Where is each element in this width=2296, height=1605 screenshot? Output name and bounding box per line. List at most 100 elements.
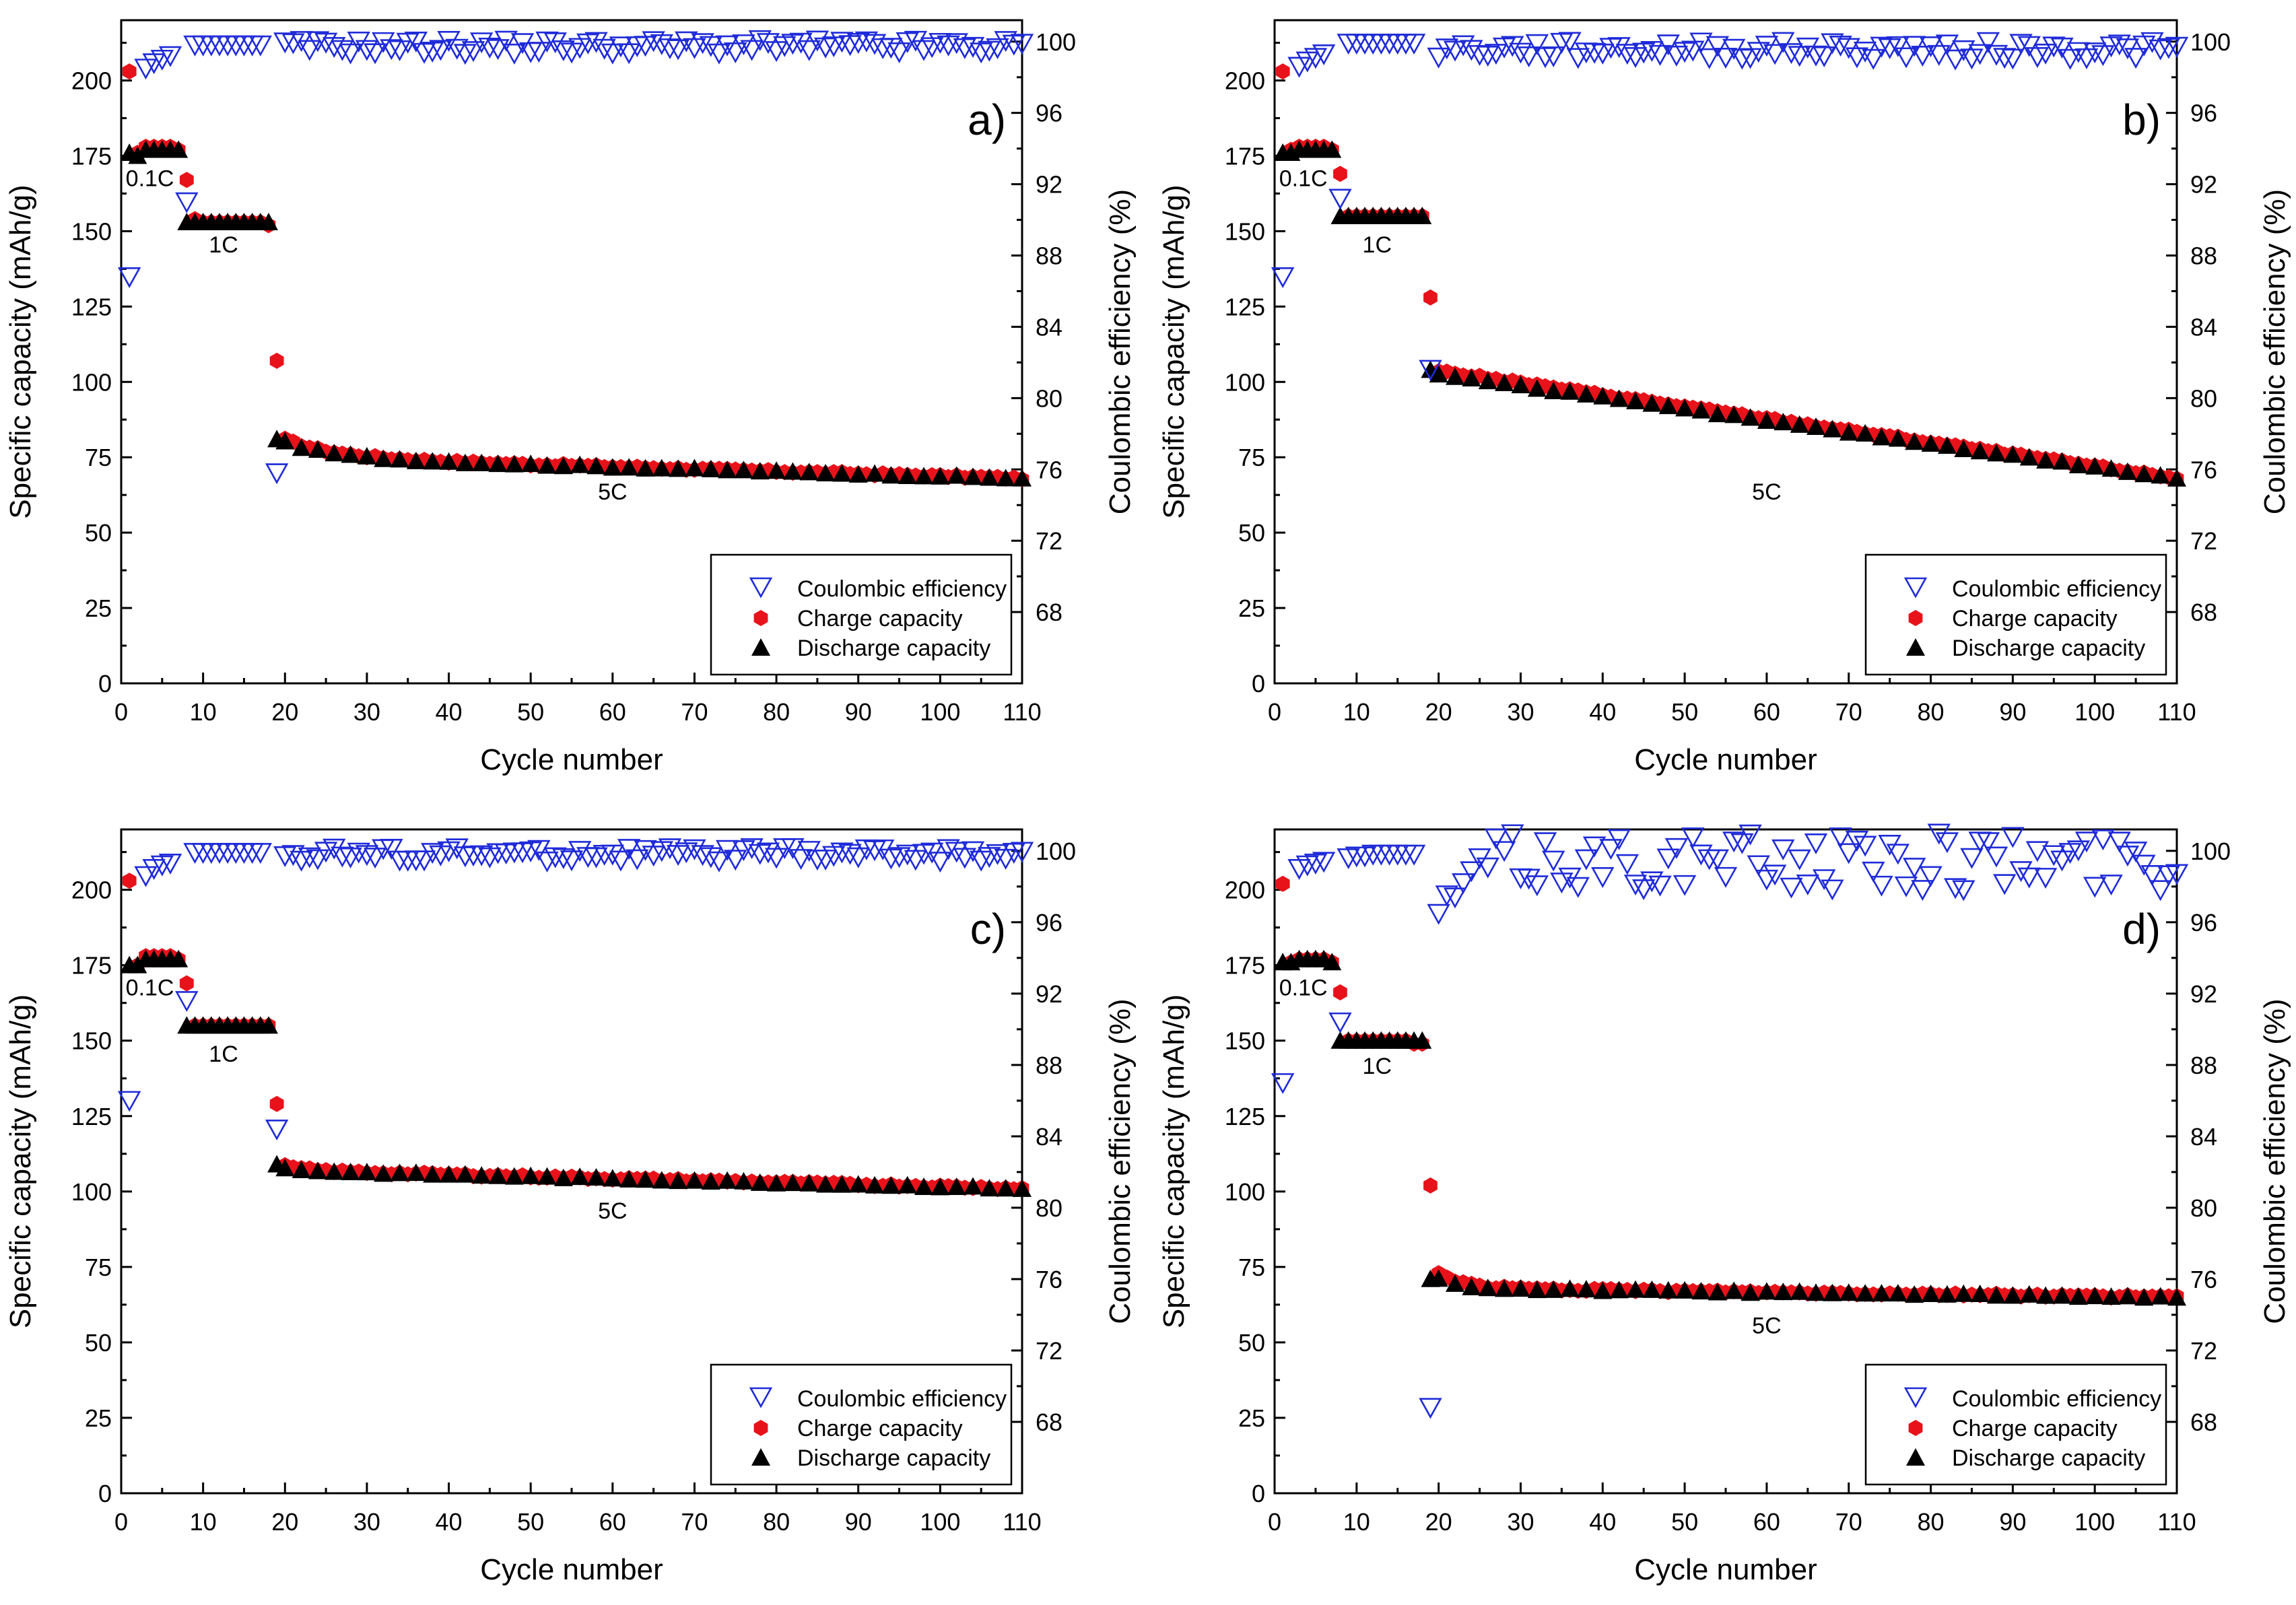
ce-point [781,34,805,55]
y-tick-label: 75 [85,444,112,471]
discharge-point [964,467,983,485]
ce-point [1943,49,1967,71]
ce-point [1886,36,1910,57]
discharge-point [1609,389,1629,407]
y2-tick-label: 68 [2190,1408,2217,1436]
discharge-point [1724,1281,1744,1299]
ce-point [1894,876,1918,897]
discharge-point [472,453,492,471]
ce-point [551,848,576,869]
discharge-point [931,1177,950,1196]
ce-point [1984,44,2008,66]
ce-point [2001,827,2025,848]
y-tick-label: 150 [71,217,112,245]
discharge-point [996,1179,1015,1197]
ce-point [445,838,469,860]
ce-point [1796,37,1820,59]
ce-point [740,838,764,860]
ce-point [1862,48,1885,70]
x-tick-label: 30 [1507,1508,1534,1536]
ce-point [469,845,494,866]
discharge-point [1446,367,1464,385]
ce-point [2025,47,2050,68]
ce-point [2033,868,2058,889]
ce-point [953,38,977,59]
ce-point [617,839,641,860]
legend-discharge-marker [1906,638,1925,656]
ce-point [715,35,739,57]
discharge-point [1675,1280,1695,1299]
ce-point [2157,865,2181,887]
ce-point [2009,34,2033,55]
ce-point [707,851,731,873]
discharge-point [1839,423,1858,441]
annotation-01C: 0.1C [1279,166,1328,191]
ce-point [2050,850,2074,872]
ce-point [764,848,788,869]
discharge-point [259,212,278,230]
discharge-point [570,455,590,473]
discharge-point [504,454,524,473]
legend-label: Charge capacity [1952,1416,2118,1441]
y2-tick-label: 100 [1036,28,1076,56]
discharge-point [1954,440,1973,458]
ce-point [1402,844,1426,866]
ce-point [2042,36,2066,58]
ce-point [1706,849,1730,870]
y2-tick-label: 80 [1036,1194,1062,1222]
discharge-point [1658,397,1678,415]
discharge-point [669,1171,688,1190]
ce-point [1714,866,1738,888]
ce-point [1738,48,1762,69]
ce-point [1968,44,1992,65]
ce-point [1443,887,1467,909]
x-tick-label: 50 [1671,1508,1698,1536]
discharge-point [275,432,295,450]
discharge-point [2151,1287,2170,1305]
ce-point [1706,36,1730,57]
discharge-point [931,467,950,485]
y2-tick-label: 96 [1036,100,1062,127]
y2-tick-label: 88 [1036,1052,1062,1079]
ce-point [453,44,477,65]
discharge-point [325,444,344,462]
y-tick-label: 75 [1238,1254,1265,1281]
ce-point [2058,48,2082,70]
ce-point [535,851,559,873]
legend-charge-marker [753,610,768,626]
discharge-point [914,1177,934,1195]
x-tick-label: 90 [1999,698,2026,726]
ce-point [1870,875,1893,897]
discharge-point [816,464,836,482]
ce-point [134,59,158,80]
legend-label: Discharge capacity [1952,1445,2145,1471]
x-tick-label: 70 [1835,1508,1862,1536]
legend-label: Discharge capacity [797,1445,990,1471]
ce-point [1780,43,1803,65]
y2-tick-label: 84 [1036,1123,1062,1151]
discharge-point [1790,1282,1809,1300]
ce-point [1681,827,1705,849]
y-tick-label: 0 [1252,670,1265,697]
discharge-point [439,452,459,470]
discharge-point [1511,376,1530,394]
discharge-point [2003,445,2023,463]
ce-point [380,39,403,61]
charge-point [179,172,194,189]
ce-point [265,463,289,485]
chart-panel-a: 0 10 20 30 40 50 60 70 80 90 100 110 0 25 50 75 100 125 15… [4,19,1137,776]
ce-point [1427,47,1450,69]
ce-point [134,866,158,887]
y-tick-label: 0 [1252,1480,1265,1507]
ce-point [896,32,919,53]
ce-point [675,31,698,53]
discharge-point [603,458,622,476]
discharge-point [2052,1286,2072,1304]
ce-point [1517,46,1541,68]
legend-ce-marker [1903,577,1928,599]
ce-point [323,838,346,860]
discharge-point [2118,1287,2137,1305]
y-tick-label: 200 [1225,877,1265,904]
ce-point [2001,48,2025,70]
ce-point [1763,44,1787,65]
